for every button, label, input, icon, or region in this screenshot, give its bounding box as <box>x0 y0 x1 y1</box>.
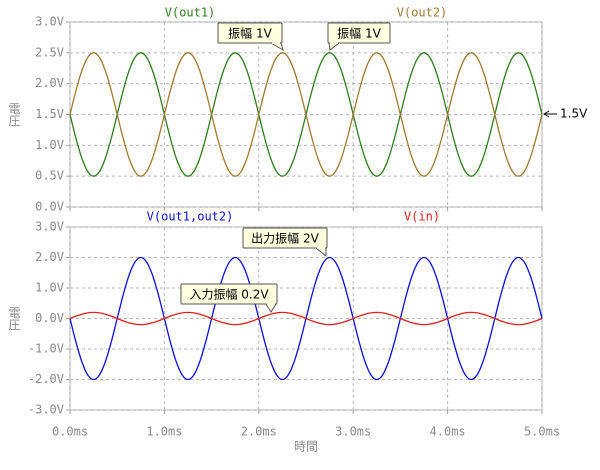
y-tick-label: 3.0V <box>35 15 64 29</box>
legend-entry: V(out2) <box>397 6 448 20</box>
annotation-box <box>217 22 283 44</box>
annotation-pointer <box>328 42 340 51</box>
annotation-pointer <box>270 42 284 52</box>
annotation-box <box>180 283 278 305</box>
x-tick-label: 1.0ms <box>146 425 182 439</box>
legend-entry: V(out1,out2) <box>147 210 234 224</box>
annotation-box <box>242 227 328 249</box>
y-tick-label: 2.5V <box>35 45 64 59</box>
y-tick-label: 1.5V <box>35 107 64 121</box>
series-line <box>69 52 543 177</box>
y-tick-label: 0.0V <box>35 311 64 325</box>
y-tick-label: 1.0V <box>35 281 64 295</box>
annotation: 振幅 1V <box>337 26 381 41</box>
y-tick-label: 0.0V <box>35 200 64 214</box>
annotation: 入力振幅 0.2V <box>189 287 269 302</box>
y-axis-label: 電圧 <box>7 306 21 331</box>
y-tick-label: 0.5V <box>35 169 64 183</box>
y-axis-label: 電圧 <box>7 102 21 127</box>
annotation: 1.5V <box>560 107 588 121</box>
x-axis-label: 時間 <box>294 440 318 454</box>
y-tick-label: 1.0V <box>35 138 64 152</box>
annotation-arrow <box>543 110 557 118</box>
y-tick-label: -3.0V <box>28 403 64 417</box>
x-tick-label: 0.0ms <box>52 425 88 439</box>
series-line <box>69 311 543 326</box>
x-tick-label: 4.0ms <box>430 425 466 439</box>
y-tick-label: 3.0V <box>35 220 64 234</box>
legend-entry: V(in) <box>404 210 440 224</box>
annotation: 振幅 1V <box>228 26 272 41</box>
y-tick-label: -2.0V <box>28 372 64 386</box>
annotation: 出力振幅 2V <box>251 231 319 246</box>
x-tick-label: 5.0ms <box>524 425 560 439</box>
y-tick-label: -1.0V <box>28 342 64 356</box>
y-tick-label: 2.0V <box>35 250 64 264</box>
y-tick-label: 2.0V <box>35 76 64 90</box>
x-tick-label: 2.0ms <box>241 425 277 439</box>
annotation-pointer <box>315 247 327 258</box>
annotation-pointer <box>265 303 277 313</box>
legend-entry: V(out1) <box>165 6 216 20</box>
x-tick-label: 3.0ms <box>335 425 371 439</box>
annotation-box <box>327 22 391 44</box>
